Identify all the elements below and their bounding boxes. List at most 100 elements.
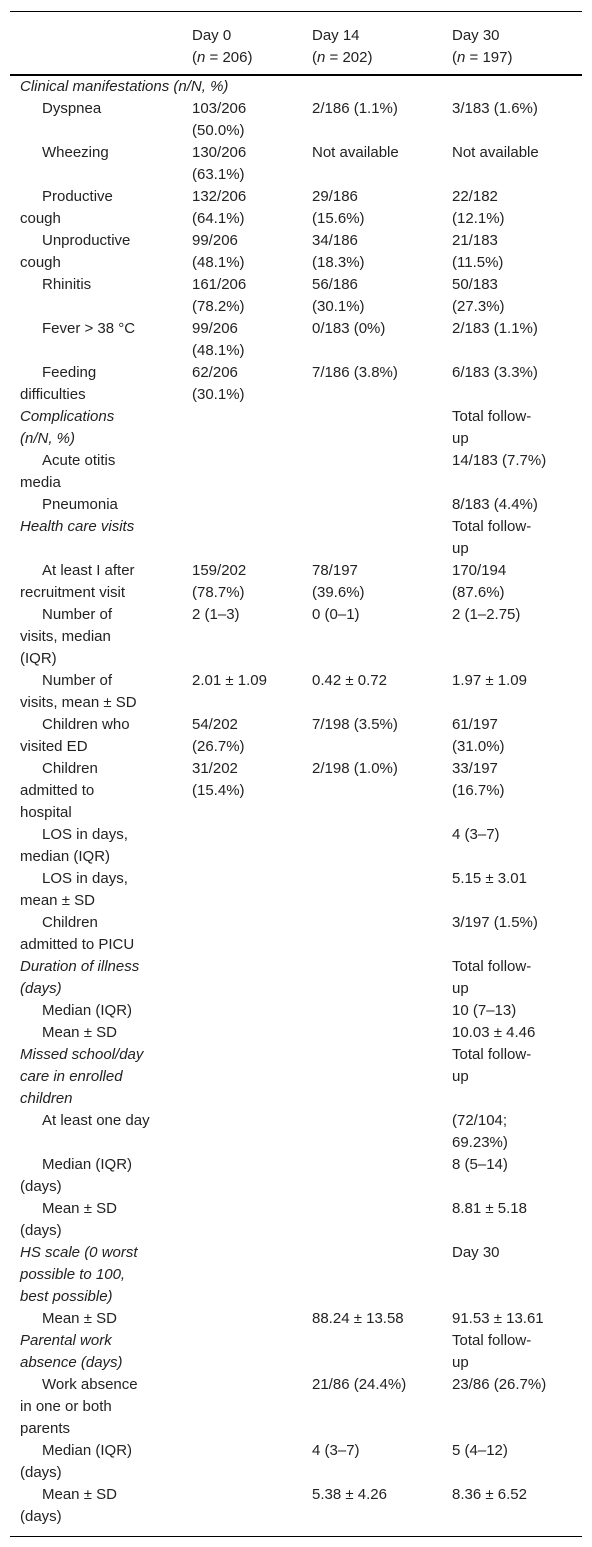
value-cell: 29/186 (15.6%) [312,188,365,227]
table-row: Number of visits, median (IQR) 2 (1–3) 0 (… [10,604,582,670]
table-row: Median (IQR) (days) 8 (5–14) [10,1154,582,1198]
section-label: Health care visits [20,518,135,535]
table-row: At least one day (72/104; 69.23%) [10,1110,582,1154]
header-n-open: ( [452,49,457,66]
header-day: Day 0 [192,27,232,44]
empty-cell [302,406,442,450]
value-cell: 2 (1–2.75) [452,606,521,623]
value-cell: 103/206 (50.0%) [192,100,247,139]
value-cell: 0/183 (0%) [312,320,386,337]
value-cell: 161/206 (78.2%) [192,276,247,315]
row-label: Children admitted to hospital [20,760,98,821]
table-row: Median (IQR) 10 (7–13) [10,1000,582,1022]
row-label: Number of visits, median (IQR) [20,606,113,667]
value-cell: 8.36 ± 6.52 [452,1486,527,1503]
table-row: Mean ± SD 88.24 ± 13.58 91.53 ± 13.61 [10,1308,582,1330]
row-label: Median (IQR) [42,1002,133,1019]
row-label: Productive cough [20,188,113,227]
table-row: Unproductive cough 99/206 (48.1%) 34/186 (… [10,230,582,274]
value-cell: 0 (0–1) [312,606,360,623]
value-cell: 8 (5–14) [452,1156,508,1173]
header-n: n [457,49,466,66]
value-cell: 3/197 (1.5%) [452,914,538,931]
empty-cell [302,1242,442,1308]
row-label: At least I after recruitment visit [20,562,135,601]
value-cell: 23/86 (26.7%) [452,1376,547,1393]
empty-cell [302,1044,442,1110]
table-row: Missed school/day care in enrolled child… [10,1044,582,1110]
empty-cell [302,912,442,956]
empty-cell [302,1154,442,1198]
row-label: Feeding difficulties [20,364,97,403]
value-cell: 54/202 (26.7%) [192,716,245,755]
empty-cell [182,1330,302,1374]
empty-cell [182,494,302,516]
empty-cell [302,868,442,912]
value-cell: Total follow-up [452,408,532,447]
value-cell: 10.03 ± 4.46 [452,1024,536,1041]
header-n: n [197,49,206,66]
value-cell: 91.53 ± 13.61 [452,1310,544,1327]
value-cell: 132/206 (64.1%) [192,188,247,227]
value-cell: 4 (3–7) [312,1442,360,1459]
empty-cell [302,1330,442,1374]
value-cell: 61/197 (31.0%) [452,716,505,755]
value-cell: Total follow-up [452,958,532,997]
value-cell: 7/198 (3.5%) [312,716,398,733]
row-label: Children admitted to PICU [20,914,135,953]
table-row: Number of visits, mean ± SD 2.01 ± 1.09 0.… [10,670,582,714]
value-cell: 2/183 (1.1%) [452,320,538,337]
table-row: Children who visited ED 54/202 (26.7%) 7/1… [10,714,582,758]
section-label: Clinical manifestations (n/N, %) [20,78,229,95]
empty-cell [182,1440,302,1484]
empty-cell [182,824,302,868]
value-cell: 2/186 (1.1%) [312,100,398,117]
header-day: Day 30 [452,27,500,44]
value-cell: Day 30 [452,1244,500,1261]
table-row: Pneumonia 8/183 (4.4%) [10,494,582,516]
table-header: Day 0 (n = 206) Day 14 (n = 202) Day 30 (n = … [10,11,582,76]
header-day: Day 14 [312,27,360,44]
value-cell: 0.42 ± 0.72 [312,672,387,689]
value-cell: 2 (1–3) [192,606,240,623]
empty-cell [182,912,302,956]
empty-cell [182,1044,302,1110]
table-row: LOS in days, mean ± SD 5.15 ± 3.01 [10,868,582,912]
table-row: Duration of illness (days) Total follow-u… [10,956,582,1000]
empty-cell [182,406,302,450]
value-cell: Not available [452,144,539,161]
row-label: Mean ± SD [42,1310,117,1327]
value-cell: 170/194 (87.6%) [452,562,507,601]
empty-cell [302,1000,442,1022]
value-cell: Not available [312,144,399,161]
empty-cell [302,516,442,560]
row-label: LOS in days, mean ± SD [20,870,128,909]
table-row: Feeding difficulties 62/206 (30.1%) 7/186 … [10,362,582,406]
section-label: Missed school/day care in enrolled child… [20,1046,144,1107]
value-cell: 3/183 (1.6%) [452,100,538,117]
empty-cell [182,1242,302,1308]
section-label: HS scale (0 worst possible to 100, best … [20,1244,138,1305]
empty-cell [302,824,442,868]
row-label: Wheezing [42,144,109,161]
empty-cell [182,450,302,494]
header-cell: Day 30 (n = 197) [442,11,582,76]
empty-cell [182,1000,302,1022]
value-cell: Total follow-up [452,1332,532,1371]
empty-cell [182,1110,302,1154]
value-cell: 34/186 (18.3%) [312,232,365,271]
row-label: Median (IQR) (days) [20,1156,133,1195]
row-label: Fever > 38 °C [42,320,136,337]
value-cell: 99/206 (48.1%) [192,320,245,359]
empty-cell [182,1022,302,1044]
header-cell: Day 0 (n = 206) [182,11,302,76]
empty-cell [182,1198,302,1242]
value-cell: 1.97 ± 1.09 [452,672,527,689]
table-row: HS scale (0 worst possible to 100, best … [10,1242,582,1308]
header-n-close: = 206) [205,49,253,66]
table-row: Dyspnea 103/206 (50.0%) 2/186 (1.1%) 3/183 … [10,98,582,142]
empty-cell [182,1154,302,1198]
header-n-close: = 197) [465,49,513,66]
table-row: Children admitted to PICU 3/197 (1.5%) [10,912,582,956]
